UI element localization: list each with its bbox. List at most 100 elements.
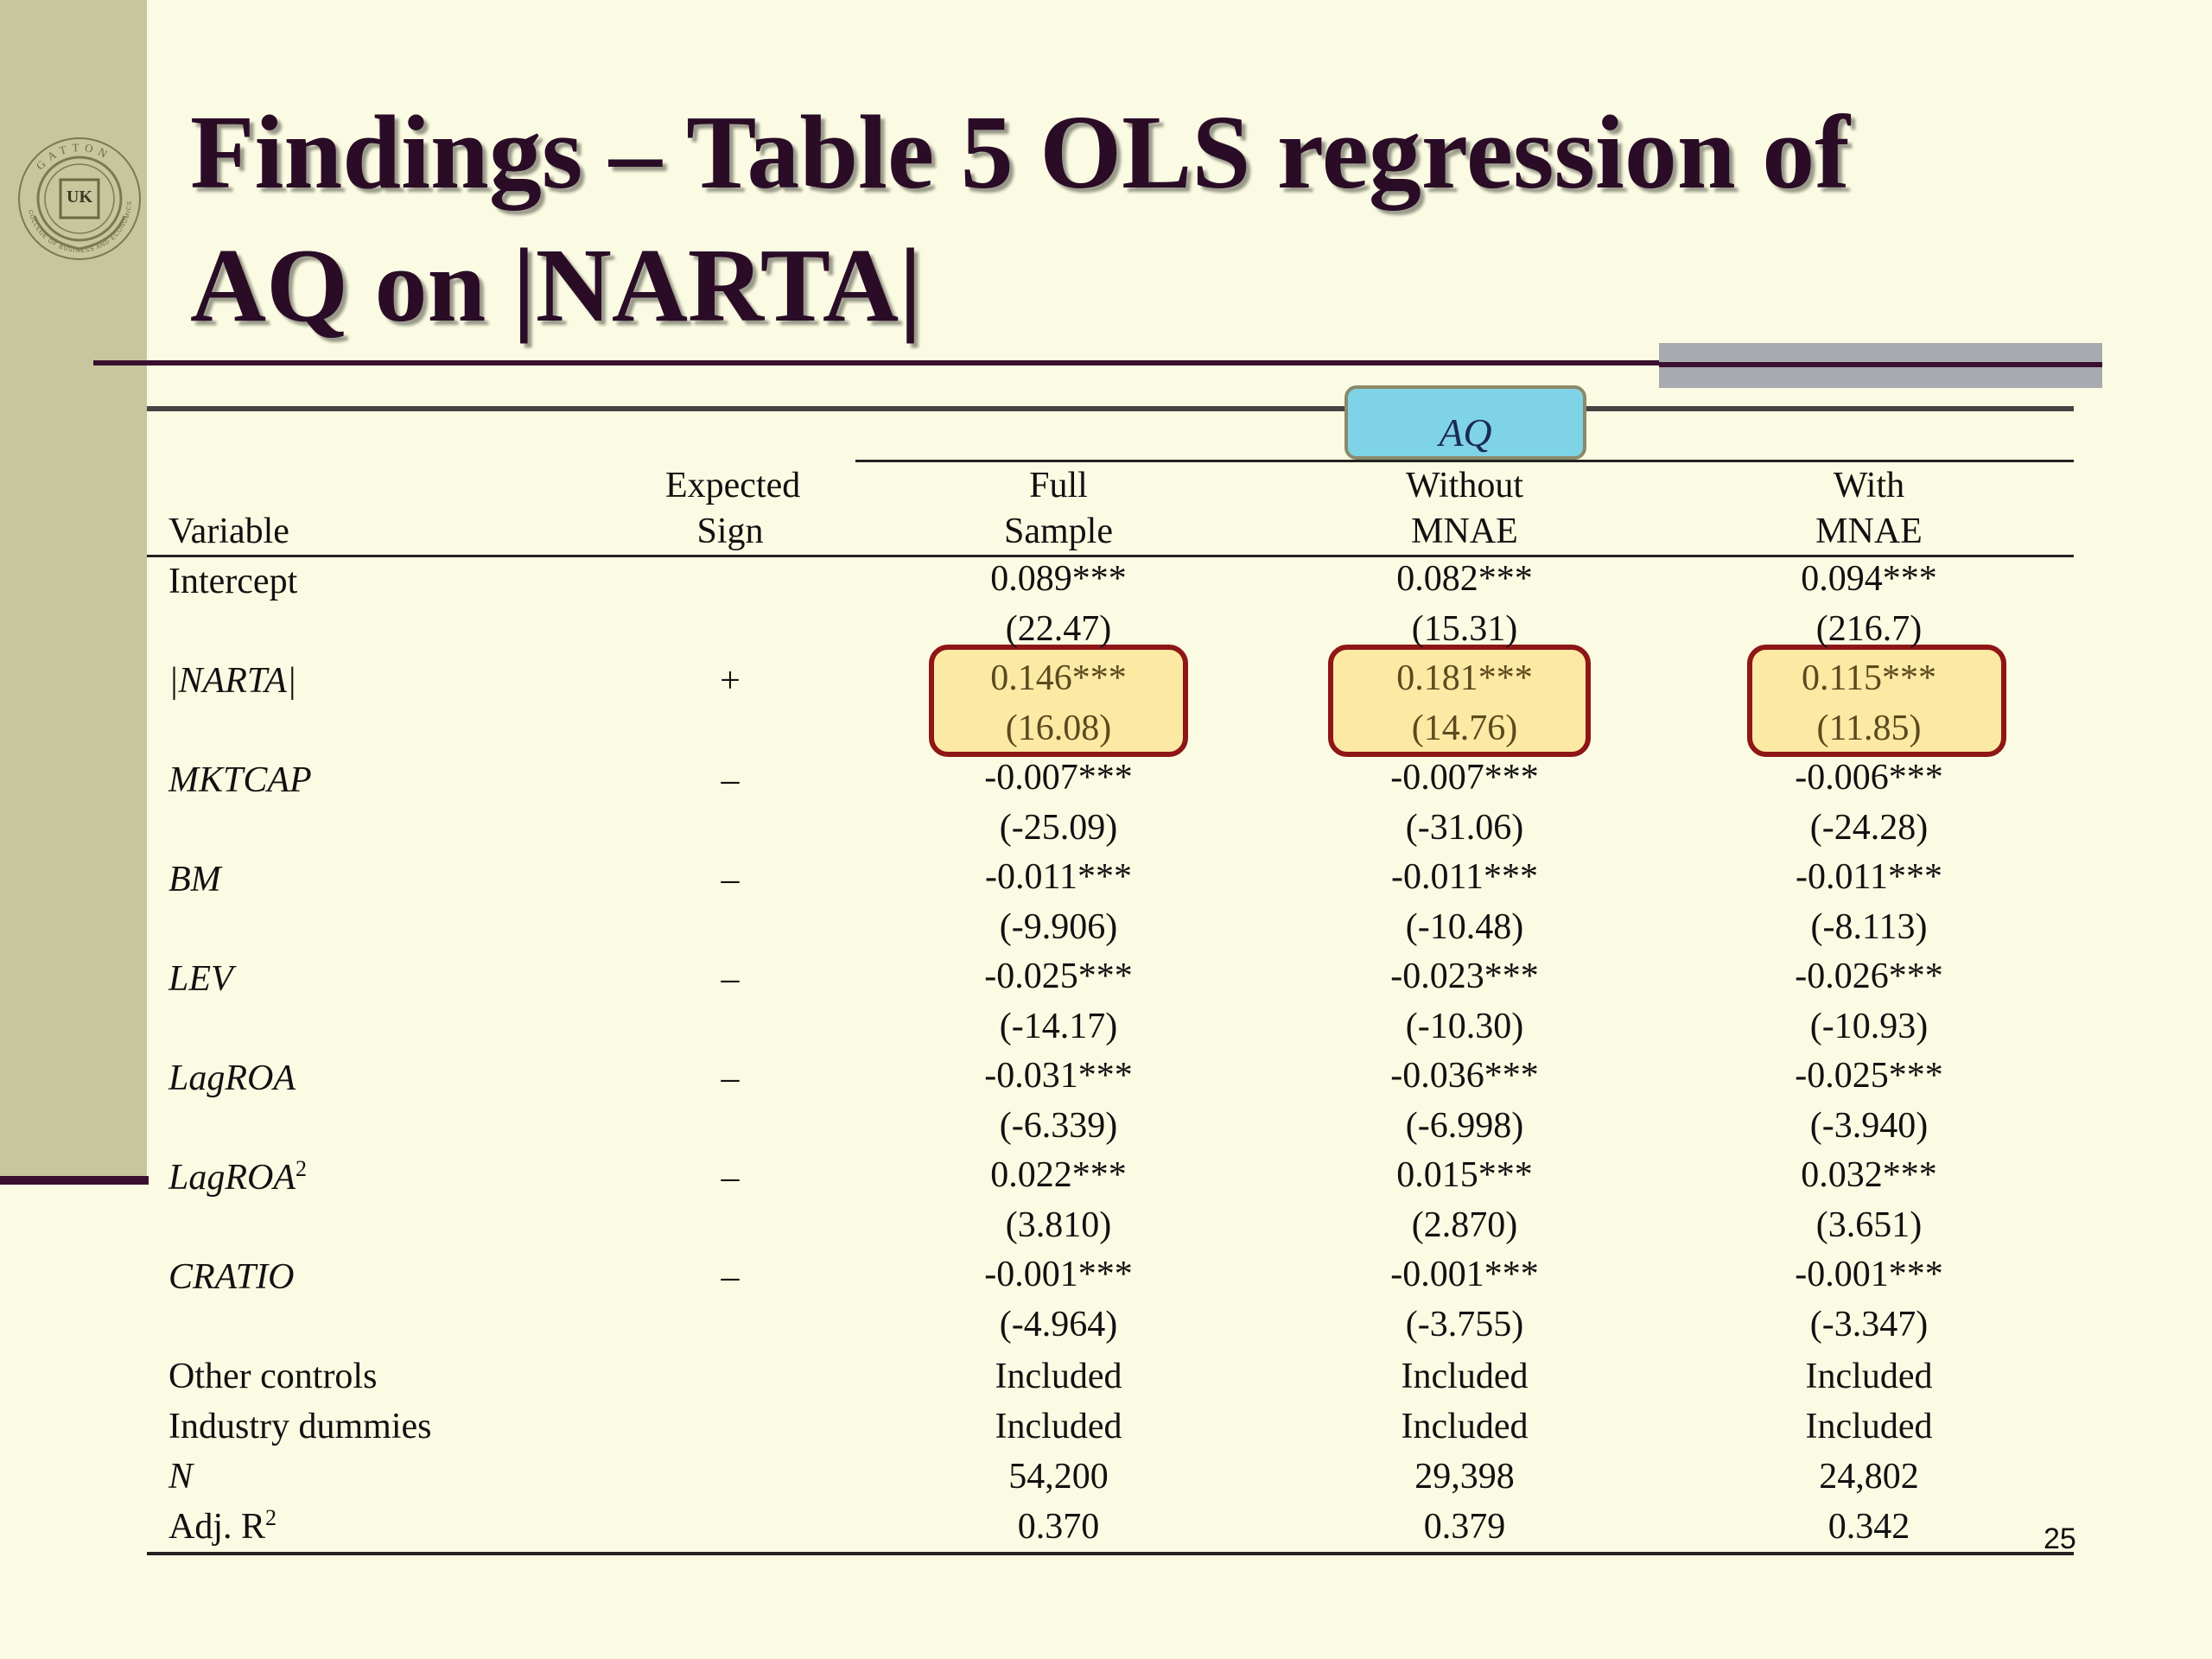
header-expected-sign-line2: Sign bbox=[696, 512, 764, 551]
row-lagroa-squared-variable: LagROA2 bbox=[168, 1156, 307, 1199]
table-bottom-rule bbox=[147, 1552, 2074, 1555]
row-mktcap-tstat-with: (-24.28) bbox=[1809, 808, 1929, 848]
row-lagroa-coef-full: -0.031*** bbox=[984, 1056, 1133, 1096]
aq-group-header-highlight bbox=[1344, 385, 1586, 460]
row-narta-tstat-with: (11.85) bbox=[1816, 709, 1922, 748]
footer-n-with: 24,802 bbox=[1819, 1457, 1919, 1497]
row-bm-sign: – bbox=[721, 860, 740, 899]
row-intercept-tstat-with: (216.7) bbox=[1815, 609, 1923, 649]
aq-group-header: AQ bbox=[1439, 410, 1492, 454]
footer-industry-dummies-label: Industry dummies bbox=[168, 1407, 432, 1446]
footer-adj-r2-text: Adj. R bbox=[168, 1507, 266, 1547]
footer-n-without: 29,398 bbox=[1414, 1457, 1515, 1497]
header-col3-line1: With bbox=[1833, 466, 1905, 505]
row-lagroa-squared-coef-full: 0.022*** bbox=[990, 1155, 1127, 1195]
row-bm-tstat-without: (-10.48) bbox=[1405, 907, 1524, 947]
header-bottom-rule bbox=[147, 555, 2074, 557]
row-cratio-tstat-without: (-3.755) bbox=[1405, 1305, 1524, 1344]
row-narta-coef-full: 0.146*** bbox=[990, 658, 1127, 698]
row-cratio-sign: – bbox=[721, 1257, 740, 1297]
row-intercept-coef-full: 0.089*** bbox=[990, 559, 1127, 599]
row-cratio-tstat-full: (-4.964) bbox=[999, 1305, 1118, 1344]
row-lagroa-sign: – bbox=[721, 1058, 740, 1098]
slide-title-line1: Findings – Table 5 OLS regression of bbox=[190, 94, 1850, 211]
header-expected-sign-line1: Expected bbox=[665, 466, 801, 505]
header-col2-line2: MNAE bbox=[1411, 512, 1518, 551]
footer-n-label: N bbox=[168, 1457, 194, 1497]
row-bm-coef-full: -0.011*** bbox=[985, 857, 1132, 897]
footer-other-controls-label: Other controls bbox=[168, 1357, 378, 1396]
row-lagroa-squared-tstat-without: (2.870) bbox=[1411, 1205, 1518, 1245]
footer-adj-r2-full: 0.370 bbox=[1017, 1507, 1100, 1547]
row-narta-sign: + bbox=[720, 661, 741, 701]
row-lagroa-squared-superscript: 2 bbox=[296, 1156, 307, 1181]
row-lagroa-squared-coef-without: 0.015*** bbox=[1396, 1155, 1533, 1195]
row-lagroa-coef-with: -0.025*** bbox=[1795, 1056, 1943, 1096]
row-narta-tstat-full: (16.08) bbox=[1005, 709, 1112, 748]
row-lagroa-coef-without: -0.036*** bbox=[1390, 1056, 1539, 1096]
aq-group-rule bbox=[855, 460, 2074, 462]
sidebar-accent-line bbox=[0, 1176, 149, 1185]
row-cratio-tstat-with: (-3.347) bbox=[1809, 1305, 1929, 1344]
row-lev-variable: LEV bbox=[168, 959, 233, 999]
row-lev-tstat-without: (-10.30) bbox=[1405, 1007, 1524, 1046]
page-number: 25 bbox=[2044, 1522, 2076, 1555]
row-mktcap-sign: – bbox=[721, 760, 740, 800]
row-intercept-coef-with: 0.094*** bbox=[1801, 559, 1937, 599]
title-underline bbox=[93, 360, 2102, 365]
footer-other-controls-full: Included bbox=[995, 1357, 1122, 1396]
row-cratio-coef-without: -0.001*** bbox=[1390, 1255, 1539, 1294]
row-narta-coef-with: 0.115*** bbox=[1802, 658, 1936, 698]
row-lev-sign: – bbox=[721, 959, 740, 999]
slide-title-line2: AQ on |NARTA| bbox=[190, 227, 923, 344]
row-mktcap-variable: MKTCAP bbox=[168, 760, 312, 800]
row-intercept-coef-without: 0.082*** bbox=[1396, 559, 1533, 599]
footer-adj-r2-with: 0.342 bbox=[1827, 1507, 1910, 1547]
header-col1-line2: Sample bbox=[1004, 512, 1113, 551]
header-col3-line2: MNAE bbox=[1815, 512, 1923, 551]
header-variable: Variable bbox=[168, 512, 289, 551]
narta-highlight-with-mnae bbox=[1747, 645, 2006, 757]
row-intercept-variable: Intercept bbox=[168, 562, 298, 601]
row-cratio-variable: CRATIO bbox=[168, 1257, 295, 1297]
svg-text:UK: UK bbox=[67, 188, 92, 207]
footer-industry-dummies-with: Included bbox=[1805, 1407, 1933, 1446]
table-top-rule bbox=[147, 406, 2074, 411]
row-narta-coef-without: 0.181*** bbox=[1396, 658, 1533, 698]
row-mktcap-tstat-without: (-31.06) bbox=[1405, 808, 1524, 848]
decorative-gray-bar-line bbox=[1659, 362, 2102, 367]
row-bm-tstat-full: (-9.906) bbox=[999, 907, 1118, 947]
row-intercept-tstat-without: (15.31) bbox=[1411, 609, 1518, 649]
row-lagroa-squared-tstat-full: (3.810) bbox=[1005, 1205, 1112, 1245]
footer-adj-r2-label: Adj. R2 bbox=[168, 1505, 276, 1548]
row-cratio-coef-with: -0.001*** bbox=[1795, 1255, 1943, 1294]
footer-adj-r2-without: 0.379 bbox=[1423, 1507, 1506, 1547]
row-lagroa-tstat-with: (-3.940) bbox=[1809, 1106, 1929, 1146]
row-narta-tstat-without: (14.76) bbox=[1411, 709, 1518, 748]
row-lev-coef-with: -0.026*** bbox=[1795, 957, 1943, 996]
row-lagroa-variable: LagROA bbox=[168, 1058, 296, 1098]
row-mktcap-coef-without: -0.007*** bbox=[1390, 758, 1539, 798]
row-narta-variable: |NARTA| bbox=[168, 661, 297, 701]
footer-industry-dummies-without: Included bbox=[1401, 1407, 1529, 1446]
footer-industry-dummies-full: Included bbox=[995, 1407, 1122, 1446]
row-lev-coef-full: -0.025*** bbox=[984, 957, 1133, 996]
row-bm-tstat-with: (-8.113) bbox=[1810, 907, 1928, 947]
row-lev-tstat-full: (-14.17) bbox=[999, 1007, 1118, 1046]
gatton-college-seal-logo: GATTON COLLEGE OF BUSINESS AND ECONOMICS… bbox=[18, 137, 141, 260]
slide-title: Findings – Table 5 OLS regression of AQ … bbox=[190, 86, 2091, 353]
footer-n-full: 54,200 bbox=[1008, 1457, 1109, 1497]
row-bm-coef-without: -0.011*** bbox=[1391, 857, 1538, 897]
left-sidebar-band bbox=[0, 0, 147, 1184]
narta-highlight-full-sample bbox=[929, 645, 1188, 757]
row-lagroa-tstat-full: (-6.339) bbox=[999, 1106, 1118, 1146]
row-mktcap-tstat-full: (-25.09) bbox=[999, 808, 1118, 848]
footer-other-controls-without: Included bbox=[1401, 1357, 1529, 1396]
row-bm-coef-with: -0.011*** bbox=[1796, 857, 1942, 897]
narta-highlight-without-mnae bbox=[1328, 645, 1591, 757]
footer-adj-r2-superscript: 2 bbox=[265, 1505, 277, 1530]
row-lev-coef-without: -0.023*** bbox=[1390, 957, 1539, 996]
row-lagroa-tstat-without: (-6.998) bbox=[1405, 1106, 1524, 1146]
header-col1-line1: Full bbox=[1029, 466, 1088, 505]
row-lagroa-squared-sign: – bbox=[721, 1158, 740, 1198]
